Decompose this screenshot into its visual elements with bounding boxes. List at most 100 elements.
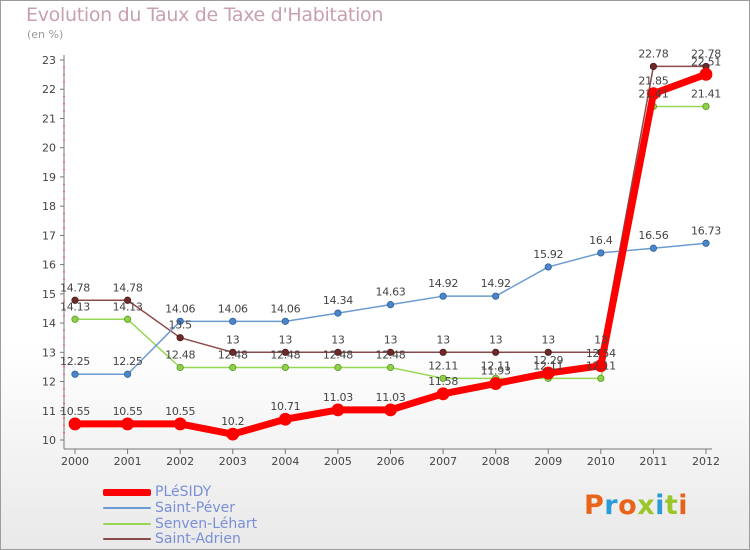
series-plesidy-point [384,403,397,417]
series-plesidy-point [594,359,608,373]
series-saint-pever-point [544,263,552,271]
y-minor-dot [63,102,65,105]
data-label: 10.55 [60,405,90,418]
y-tick-label: 16 [42,259,56,272]
series-saint-pever-point [597,249,605,257]
data-label: 13 [279,333,293,346]
y-tick-label: 18 [42,200,56,213]
series-saint-pever-point [176,317,184,325]
data-label: 12.11 [533,359,563,372]
chart-title: Evolution du Taux de Taxe d'Habitation [26,4,384,26]
data-label: 10.2 [221,415,244,428]
data-label: 16.56 [638,229,668,242]
data-label: 12.11 [428,359,458,372]
series-saint-adrien-point [649,62,658,71]
legend-label: PLéSIDY [155,484,212,500]
y-tick-label: 23 [42,54,56,67]
y-tick-label: 17 [42,229,56,242]
legend-item: Senven-Léhart [103,516,257,532]
y-minor-dot [63,212,65,215]
y-minor-dot [63,219,65,222]
y-minor-dot [63,132,65,134]
data-label: 14.78 [113,281,143,294]
y-tick-label: 20 [42,142,56,155]
series-saint-pever-point [281,317,289,325]
y-minor-dot [63,417,65,419]
y-minor-dot [63,241,65,244]
logo-letter: i [655,490,665,521]
data-label: 11.03 [376,391,406,404]
y-minor-dot [63,139,65,142]
legend-label: Saint-Adrien [155,531,241,547]
y-minor-dot [63,154,65,156]
y-minor-dot [63,387,65,390]
series-saint-pever-point [229,317,237,325]
data-label: 12.48 [323,349,353,362]
y-tick-label: 14 [42,317,56,330]
logo-letter: i [678,490,689,521]
series-saint-pever-point [334,309,342,317]
data-label: 10.55 [165,405,195,418]
x-tick-label: 2008 [482,455,510,468]
series-saint-pever-point [123,370,132,378]
data-label: 14.92 [481,277,511,290]
y-minor-dot [63,307,65,310]
logo-letter: x [637,490,656,521]
data-label: 12.11 [586,359,616,372]
data-label: 12.25 [60,355,90,368]
y-minor-dot [63,424,65,427]
series-plesidy-point [68,417,82,431]
data-label: 13 [436,333,450,346]
data-label: 13 [542,333,556,346]
data-label: 22.51 [691,55,721,68]
series-saint-pever-point [702,239,710,247]
x-tick-label: 2003 [219,455,247,468]
y-minor-dot [63,183,65,186]
y-minor-dot [63,329,65,332]
series-saint-pever-point [386,301,395,309]
y-tick-label: 13 [42,346,56,359]
data-label: 14.63 [376,286,406,299]
unit-label: (en %) [27,28,64,41]
data-label: 10.71 [270,400,300,413]
data-label: 21.41 [638,87,668,100]
y-minor-dot [63,66,65,69]
legend-item: Saint-Péver [103,500,235,516]
data-label: 14.78 [60,281,90,294]
data-label: 11.58 [428,375,458,388]
x-tick-label: 2006 [377,455,405,468]
x-tick-label: 2012 [692,455,720,468]
series-plesidy-point [173,417,187,431]
data-label: 13 [489,333,503,346]
y-minor-dot [63,197,65,200]
x-tick-label: 2002 [166,455,194,468]
proxiti-logo: Proxiti [584,490,688,521]
logo-letter: P [584,490,605,521]
data-label: 12.29 [533,354,563,367]
y-minor-dot [63,95,65,98]
y-tick-label: 21 [42,112,56,125]
x-tick-label: 2009 [534,455,562,468]
data-label: 12.48 [376,349,406,362]
x-tick-label: 2000 [61,455,89,468]
series-senven-lehart-point [386,363,395,372]
series-plesidy-point [489,377,503,390]
y-minor-dot [63,81,65,83]
data-label: 14.13 [60,300,90,313]
y-minor-dot [63,227,65,229]
data-label: 15.92 [533,248,563,261]
data-label: 21.41 [691,87,721,100]
series-saint-adrien-point [386,348,395,356]
series-plesidy-point [699,67,713,81]
series-plesidy-point [278,412,292,426]
series-plesidy-point [647,87,660,101]
y-minor-dot [63,249,65,251]
legend-item: Saint-Adrien [103,531,241,547]
data-label: 14.06 [218,302,248,315]
series-saint-pever-point [439,292,447,300]
data-label: 22.78 [638,47,668,60]
series-saint-pever-point [71,370,79,378]
series-senven-lehart-point [123,315,132,323]
legend-swatch [103,523,151,525]
